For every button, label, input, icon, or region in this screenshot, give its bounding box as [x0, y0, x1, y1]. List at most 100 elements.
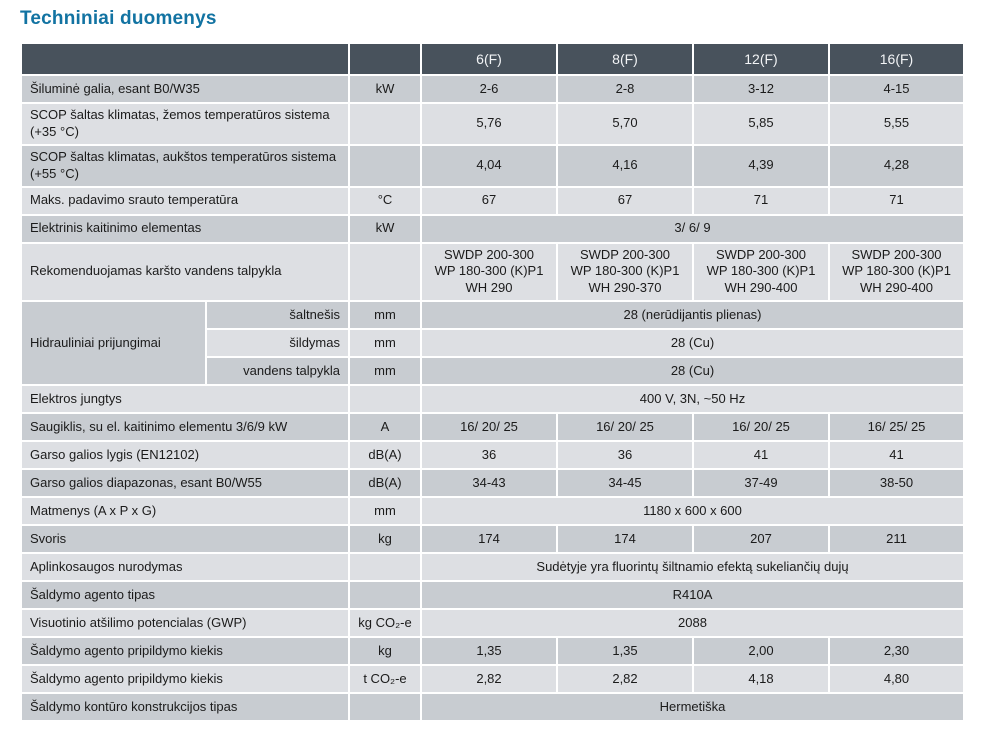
row-unit [348, 692, 422, 723]
table-row: Garso galios diapazonas, esant B0/W55 dB(… [20, 468, 965, 499]
header-unit-cell [348, 42, 422, 76]
column-header: 12(F) [692, 42, 830, 76]
row-value-span: 28 (Cu) [420, 328, 965, 359]
row-value: 4,04 [420, 143, 558, 188]
table-row: Matmenys (A x P x G) mm 1180 x 600 x 600 [20, 496, 965, 527]
row-unit: kg [348, 524, 422, 555]
table-row: Šiluminė galia, esant B0/W35 kW 2-6 2-8 3-12… [20, 74, 965, 104]
row-value: 2,82 [556, 664, 694, 695]
row-label: SCOP šaltas klimatas, žemos temperatūros… [20, 102, 350, 146]
table-row: Maks. padavimo srauto temperatūra °C 67 67 7… [20, 185, 965, 216]
row-value: 5,85 [692, 102, 830, 146]
row-value: 5,70 [556, 102, 694, 146]
row-unit: mm [348, 356, 422, 387]
row-value: 4,80 [828, 664, 965, 695]
row-label: Šaldymo agento pripildymo kiekis [20, 636, 350, 667]
row-unit [348, 102, 422, 146]
header-row: 6(F) 8(F) 12(F) 16(F) [20, 42, 965, 76]
row-value: SWDP 200-300 WP 180-300 (K)P1 WH 290 [420, 241, 558, 303]
row-value: 41 [828, 440, 965, 471]
row-unit: mm [348, 300, 422, 331]
row-unit: kW [348, 74, 422, 104]
row-value: 4,28 [828, 143, 965, 188]
row-label: Šaldymo agento tipas [20, 580, 350, 611]
table-row: Elektrinis kaitinimo elementas kW 3/ 6/ 9 [20, 213, 965, 244]
row-value: 4,18 [692, 664, 830, 695]
row-value: 16/ 20/ 25 [420, 412, 558, 443]
row-label: Aplinkosaugos nurodymas [20, 552, 350, 583]
row-label: Saugiklis, su el. kaitinimo elementu 3/6… [20, 412, 350, 443]
row-value-span: 3/ 6/ 9 [420, 213, 965, 244]
row-value: 211 [828, 524, 965, 555]
table-row: Garso galios lygis (EN12102) dB(A) 36 36 41 4… [20, 440, 965, 471]
spec-table-body: Šiluminė galia, esant B0/W35 kW 2-6 2-8 3-12… [20, 74, 965, 723]
row-unit: mm [348, 496, 422, 527]
row-value: 1,35 [420, 636, 558, 667]
row-unit [348, 241, 422, 303]
row-value: 16/ 25/ 25 [828, 412, 965, 443]
table-row: Hidrauliniai prijungimai šaltnešis mm 28 (n… [20, 300, 965, 387]
row-label: Elektrinis kaitinimo elementas [20, 213, 350, 244]
row-value: 36 [420, 440, 558, 471]
row-unit: dB(A) [348, 468, 422, 499]
column-header: 8(F) [556, 42, 694, 76]
row-value-span: 400 V, 3N, ~50 Hz [420, 384, 965, 415]
row-value: 36 [556, 440, 694, 471]
column-header: 16(F) [828, 42, 965, 76]
row-label: Maks. padavimo srauto temperatūra [20, 185, 350, 216]
row-value: 37-49 [692, 468, 830, 499]
row-value: 5,76 [420, 102, 558, 146]
row-value-span: Sudėtyje yra fluorintų šiltnamio efektą … [420, 552, 965, 583]
table-row: Šaldymo agento tipas R410A [20, 580, 965, 611]
row-value: 4,39 [692, 143, 830, 188]
row-unit [348, 552, 422, 583]
row-value: SWDP 200-300 WP 180-300 (K)P1 WH 290-370 [556, 241, 694, 303]
spec-table: 6(F) 8(F) 12(F) 16(F) Šiluminė galia, es… [20, 42, 965, 723]
row-value-span: Hermetiška [420, 692, 965, 723]
row-value: 2-6 [420, 74, 558, 104]
table-row: Elektros jungtys 400 V, 3N, ~50 Hz [20, 384, 965, 415]
row-value-span: 2088 [420, 608, 965, 639]
row-value: 5,55 [828, 102, 965, 146]
row-sublabel: vandens talpykla [205, 356, 350, 387]
row-label: Rekomenduojamas karšto vandens talpykla [20, 241, 350, 303]
row-value: 16/ 20/ 25 [692, 412, 830, 443]
row-value: 174 [556, 524, 694, 555]
row-sublabel: šaltnešis [205, 300, 350, 331]
row-value: 207 [692, 524, 830, 555]
row-unit: kW [348, 213, 422, 244]
row-label: Šaldymo agento pripildymo kiekis [20, 664, 350, 695]
row-label: SCOP šaltas klimatas, aukštos temperatūr… [20, 143, 350, 188]
page-title: Techniniai duomenys [20, 8, 217, 29]
row-value: 2,82 [420, 664, 558, 695]
row-value: 2-8 [556, 74, 694, 104]
row-value: 1,35 [556, 636, 694, 667]
row-unit: mm [348, 328, 422, 359]
row-label: Šiluminė galia, esant B0/W35 [20, 74, 350, 104]
row-value-span: 1180 x 600 x 600 [420, 496, 965, 527]
row-value: 41 [692, 440, 830, 471]
row-value: 34-43 [420, 468, 558, 499]
table-row: Visuotinio atšilimo potencialas (GWP) kg … [20, 608, 965, 639]
row-unit: kg CO₂-e [348, 608, 422, 639]
table-row: Rekomenduojamas karšto vandens talpykla S… [20, 241, 965, 303]
table-row: Šaldymo kontūro konstrukcijos tipas Herme… [20, 692, 965, 723]
row-value: 2,00 [692, 636, 830, 667]
row-unit: kg [348, 636, 422, 667]
row-value: 71 [828, 185, 965, 216]
table-row: SCOP šaltas klimatas, aukštos temperatūr… [20, 143, 965, 188]
row-label: Elektros jungtys [20, 384, 350, 415]
row-value: 67 [420, 185, 558, 216]
row-value: 174 [420, 524, 558, 555]
row-unit: A [348, 412, 422, 443]
row-label: Šaldymo kontūro konstrukcijos tipas [20, 692, 350, 723]
table-row: Šaldymo agento pripildymo kiekis t CO₂-e 2… [20, 664, 965, 695]
row-value: SWDP 200-300 WP 180-300 (K)P1 WH 290-400 [828, 241, 965, 303]
row-unit: t CO₂-e [348, 664, 422, 695]
row-value: 4-15 [828, 74, 965, 104]
row-value: 71 [692, 185, 830, 216]
row-label: Garso galios lygis (EN12102) [20, 440, 350, 471]
row-unit: °C [348, 185, 422, 216]
table-row: Aplinkosaugos nurodymas Sudėtyje yra fluo… [20, 552, 965, 583]
table-row: vandens talpykla mm 28 (Cu) [21, 356, 965, 387]
